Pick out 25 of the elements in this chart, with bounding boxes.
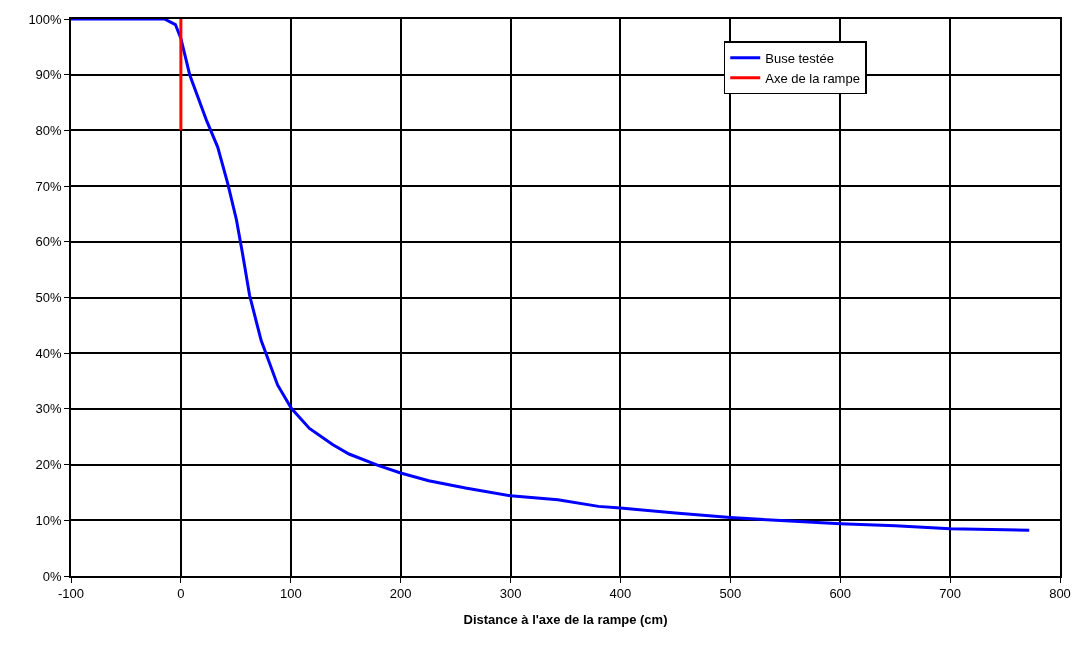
x-tick-label: 800 <box>1049 586 1071 602</box>
x-tick-label: 400 <box>609 586 632 602</box>
x-tick-label: 700 <box>939 586 961 602</box>
legend-label: Axe de la rampe <box>765 70 860 86</box>
line-series <box>71 19 1031 532</box>
x-tick-label: 0 <box>177 586 185 602</box>
y-tick-label: 30% <box>35 401 63 417</box>
x-tick-label: -100 <box>57 586 85 602</box>
legend-label: Buse testée <box>765 50 834 66</box>
x-tick-label: 200 <box>389 586 412 602</box>
y-tick-label: 40% <box>35 345 63 361</box>
y-tick-label: 60% <box>35 234 63 250</box>
x-axis-title: Distance à l'axe de la rampe (cm) <box>463 612 668 628</box>
y-tick-label: 80% <box>35 122 63 138</box>
x-tick-label: 600 <box>829 586 852 602</box>
y-tick-label: 100% <box>28 11 63 27</box>
x-tick-label: 300 <box>499 586 522 602</box>
y-tick-label: 50% <box>35 290 63 306</box>
x-tick-label: 500 <box>719 586 742 602</box>
y-tick-label: 0% <box>42 568 63 584</box>
x-tick-label: 100 <box>279 586 302 602</box>
y-tick-label: 70% <box>35 178 63 194</box>
y-tick-label: 10% <box>35 512 63 528</box>
y-tick-label: 90% <box>35 67 63 83</box>
y-tick-label: 20% <box>35 457 63 473</box>
